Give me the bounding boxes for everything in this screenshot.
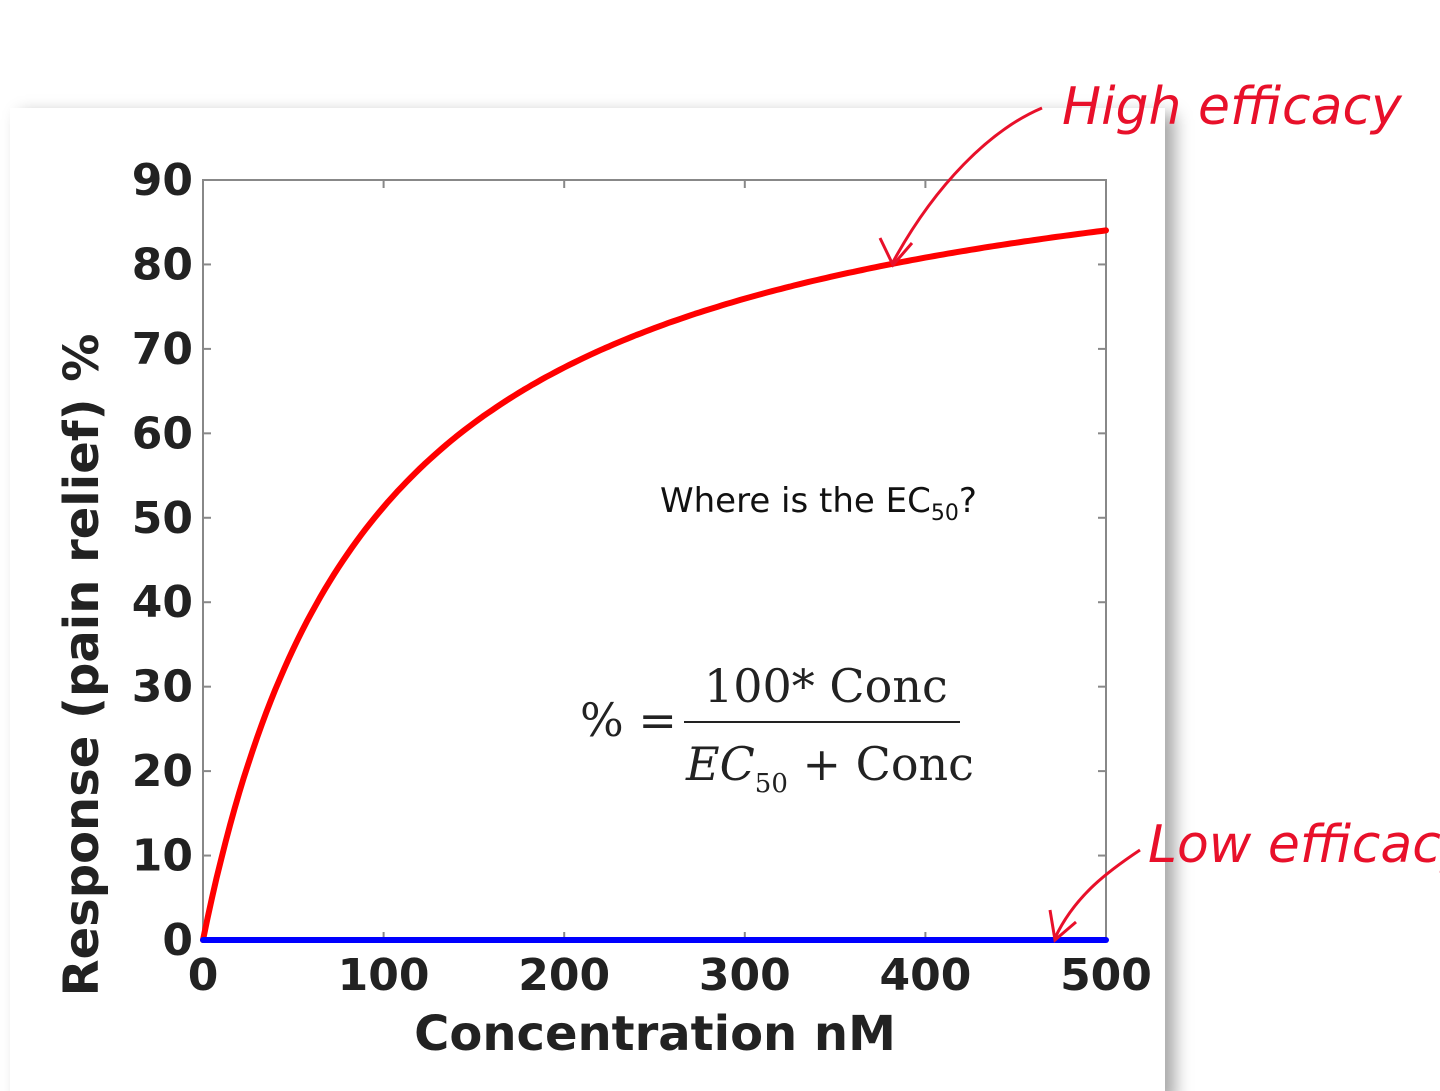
y-tick-label: 0 bbox=[162, 915, 193, 966]
ec50-question-suffix: ? bbox=[959, 481, 977, 521]
high-efficacy-label: High efficacy bbox=[1062, 77, 1403, 137]
high-efficacy-line bbox=[200, 227, 1109, 943]
y-tick-label: 70 bbox=[132, 324, 193, 375]
x-tick-label: 300 bbox=[699, 950, 791, 1001]
formula-den-ec: EC bbox=[685, 737, 755, 791]
y-tick-label: 10 bbox=[132, 831, 193, 882]
y-tick-label: 80 bbox=[132, 239, 193, 290]
chart-card: 0 100 200 300 400 500 0 10 20 30 40 50 60 70 80 90 Con… bbox=[10, 108, 1165, 1091]
y-axis-title: Response (pain relief) % bbox=[54, 334, 110, 997]
y-tick-labels: 0 10 20 30 40 50 60 70 80 90 bbox=[132, 155, 193, 966]
y-tick-label: 30 bbox=[132, 662, 193, 713]
formula-lhs: % = bbox=[580, 693, 677, 747]
low-efficacy-arrowhead bbox=[1048, 909, 1077, 943]
plot-area bbox=[202, 179, 1107, 941]
y-tick-label: 60 bbox=[132, 408, 193, 459]
formula-denominator: EC50 + Conc bbox=[685, 737, 974, 799]
x-tick-label: 400 bbox=[879, 950, 971, 1001]
formula: % = 100* Conc EC50 + Conc bbox=[580, 659, 974, 799]
ec50-question-subscript: 50 bbox=[931, 501, 959, 526]
x-tick-label: 100 bbox=[338, 950, 430, 1001]
y-tick-label: 90 bbox=[132, 155, 193, 206]
x-axis-title: Concentration nM bbox=[414, 1006, 896, 1062]
x-tick-label: 200 bbox=[518, 950, 610, 1001]
formula-den-subscript: 50 bbox=[755, 769, 788, 799]
high-efficacy-arrow bbox=[891, 106, 1043, 263]
high-efficacy-arrowhead bbox=[878, 237, 914, 268]
x-tick-label: 0 bbox=[188, 950, 219, 1001]
x-tick-labels: 0 100 200 300 400 500 bbox=[188, 950, 1152, 1001]
low-efficacy-arrow bbox=[1053, 848, 1141, 939]
low-efficacy-label: Low efficacy bbox=[1148, 815, 1440, 875]
ec50-question: Where is the EC50? bbox=[660, 481, 977, 526]
y-tick-label: 20 bbox=[132, 746, 193, 797]
x-tick-label: 500 bbox=[1060, 950, 1152, 1001]
formula-den-rest: + Conc bbox=[788, 737, 974, 791]
series-lines bbox=[200, 227, 1109, 943]
formula-numerator: 100* Conc bbox=[704, 659, 948, 713]
y-tick-label: 40 bbox=[132, 577, 193, 628]
y-tick-label: 50 bbox=[132, 493, 193, 544]
ec50-question-prefix: Where is the EC bbox=[660, 481, 931, 521]
dose-response-chart: 0 100 200 300 400 500 0 10 20 30 40 50 60 70 80 90 Con… bbox=[54, 155, 1152, 1062]
